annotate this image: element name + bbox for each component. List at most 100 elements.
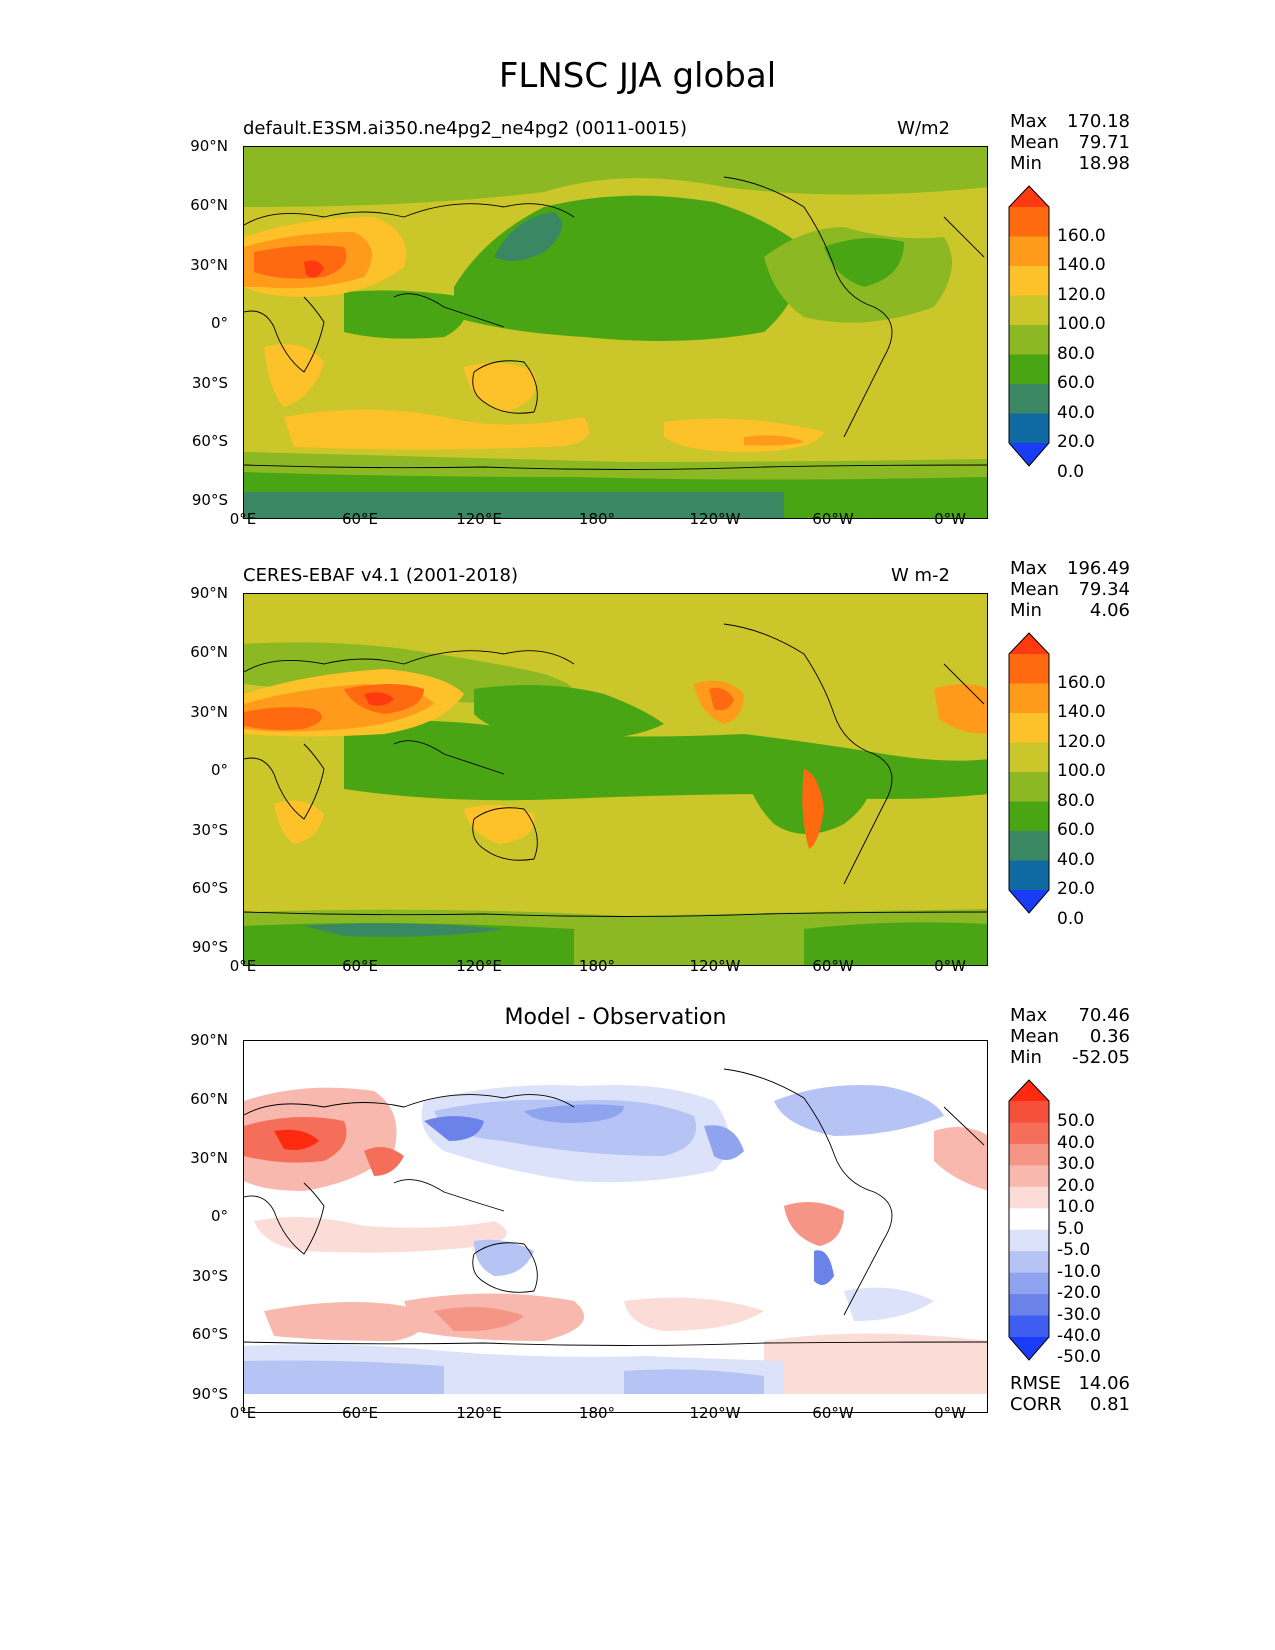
panel1-lat-tick-90n: 90°N xyxy=(190,137,228,155)
panel3-field-europe-max xyxy=(274,1129,319,1150)
panel3-stat-mean-label: Mean xyxy=(1010,1026,1060,1047)
colorbar-segment xyxy=(1009,1122,1049,1145)
colorbar-segment xyxy=(1009,1251,1049,1274)
colorbar-tick-label: 20.0 xyxy=(1057,432,1095,452)
panel3-lon-tick-0e: 0°E xyxy=(229,1404,257,1422)
colorbar-segment xyxy=(1009,1143,1049,1166)
panel2-lat-tick-60s: 60°S xyxy=(191,879,228,897)
panel2-field-arctic xyxy=(244,594,987,630)
panel3-stat-min-label: Min xyxy=(1010,1047,1042,1068)
panel1-stat-max-label: Max xyxy=(1010,111,1048,132)
colorbar-tick-label: 80.0 xyxy=(1057,790,1095,811)
colorbar-tick-label: 5.0 xyxy=(1057,1218,1085,1239)
panel3-lon-tick-120w: 120°W xyxy=(689,1404,741,1422)
colorbar-tick-label: -20.0 xyxy=(1057,1283,1101,1304)
panel1-colorbar xyxy=(1008,185,1050,467)
panel1-field-s-africa xyxy=(264,344,324,407)
panel1-stat-min-value: 18.98 xyxy=(1078,153,1130,174)
panel3-lat-tick-90s: 90°S xyxy=(191,1385,228,1403)
panel1-field-s-pacific-orange xyxy=(744,435,804,446)
colorbar-segment xyxy=(1009,860,1049,891)
panel1-lon-tick-0w: 0°W xyxy=(934,510,966,528)
panel2-field-australia xyxy=(464,805,535,844)
colorbar-segment xyxy=(1009,772,1049,802)
panel2-field-andes-red xyxy=(802,769,824,849)
panel3-lon-tick-0w: 0°W xyxy=(934,1404,966,1422)
colorbar-segment xyxy=(1009,354,1049,385)
colorbar-tick-label: 60.0 xyxy=(1057,820,1095,840)
colorbar-tick-label: -5.0 xyxy=(1057,1240,1091,1261)
panel1-map xyxy=(243,146,988,519)
panel1-field-antarctic-teal xyxy=(244,492,784,518)
panel2-colorbar xyxy=(1008,632,1050,914)
colorbar-tick-label: 0.0 xyxy=(1057,461,1085,482)
panel3-lat-tick-90n: 90°N xyxy=(190,1031,228,1049)
panel2-map-svg xyxy=(244,594,987,965)
panel1-units: W/m2 xyxy=(897,118,950,139)
panel3-corr-value: 0.81 xyxy=(1089,1394,1130,1415)
colorbar-segment xyxy=(1009,295,1049,326)
panel3-stat-min-value: -52.05 xyxy=(1071,1047,1130,1068)
panel3-lon-tick-60w: 60°W xyxy=(812,1404,854,1422)
panel1-lat-tick-30n: 30°N xyxy=(190,256,228,274)
panel1-field-na-green xyxy=(824,238,904,287)
colorbar-extend-top xyxy=(1009,1080,1049,1101)
panel1-stat-mean-value: 79.71 xyxy=(1078,132,1130,153)
panel2-colorbar-labels: 160.0 140.0 120.0 100.0 80.0 60.0 40.0 20.0 0.0 xyxy=(1057,632,1137,929)
panel3-field-antarctic-pos xyxy=(764,1333,987,1394)
panel2-lat-tick-90n: 90°N xyxy=(190,584,228,602)
panel1-field-sahara-red xyxy=(254,245,347,279)
panel1-field-indian-green xyxy=(344,290,467,339)
colorbar-tick-label: 140.0 xyxy=(1057,702,1106,722)
colorbar-tick-label: 40.0 xyxy=(1057,1132,1095,1153)
panel3-rmse-value: 14.06 xyxy=(1078,1373,1130,1394)
colorbar-segment xyxy=(1009,1186,1049,1209)
panel3-map-svg xyxy=(244,1041,987,1394)
panel1-stat-mean-label: Mean xyxy=(1010,132,1060,153)
panel1-field-southern-ocean-yellow xyxy=(284,409,589,450)
panel3-field-s-indian-pos2 xyxy=(434,1307,524,1332)
panel1-lon-tick-120w: 120°W xyxy=(689,510,741,528)
panel3-stat-max-value: 70.46 xyxy=(1078,1005,1130,1026)
panel2-lon-tick-60e: 60°E xyxy=(341,957,379,975)
panel3-field-n-america-neg xyxy=(774,1085,944,1136)
colorbar-tick-label: 30.0 xyxy=(1057,1154,1095,1175)
panel1-field-nw-pacific-teal xyxy=(494,212,562,261)
colorbar-tick-label: 60.0 xyxy=(1057,373,1095,393)
panel3-lat-tick-60s: 60°S xyxy=(191,1325,228,1343)
colorbar-segment xyxy=(1009,207,1049,237)
panel3-field-australia-neg xyxy=(474,1239,534,1276)
colorbar-segment xyxy=(1009,1208,1049,1231)
panel1-field-australia xyxy=(464,363,536,412)
panel1-lon-tick-60w: 60°W xyxy=(812,510,854,528)
panel3-field-antarctic-neg3 xyxy=(624,1369,764,1394)
panel3-field-s-pacific-pos xyxy=(624,1297,764,1331)
panel3-field-amazon-pos xyxy=(784,1202,844,1246)
colorbar-segment xyxy=(1009,266,1049,296)
panel2-field-nw-pacific-green xyxy=(474,685,664,740)
panel2-field-s-africa xyxy=(274,800,324,844)
panel3-field-tropical-pos xyxy=(254,1217,507,1253)
panel1-coastlines xyxy=(244,176,987,470)
colorbar-segment xyxy=(1009,742,1049,773)
colorbar-outline xyxy=(1008,1079,1050,1361)
colorbar-tick-label: -30.0 xyxy=(1057,1304,1101,1325)
panel1-stat-min-label: Min xyxy=(1010,153,1042,174)
colorbar-tick-label: 140.0 xyxy=(1057,255,1106,275)
panel2-stat-min-value: 4.06 xyxy=(1089,600,1130,621)
panel2-lat-tick-30n: 30°N xyxy=(190,703,228,721)
panel2-lon-tick-0e: 0°E xyxy=(229,957,257,975)
panel3-colorbar xyxy=(1008,1079,1050,1361)
colorbar-extend-bottom xyxy=(1009,1337,1049,1360)
colorbar-tick-label: -10.0 xyxy=(1057,1261,1101,1282)
panel3-field-w-africa-pos xyxy=(934,1127,987,1191)
panel3-lon-tick-60e: 60°E xyxy=(341,1404,379,1422)
colorbar-tick-label: 160.0 xyxy=(1057,672,1106,693)
panel1-colorbar-labels: 160.0 140.0 120.0 100.0 80.0 60.0 40.0 20.0 0.0 xyxy=(1057,185,1137,482)
panel2-field-sw-us-red xyxy=(709,687,734,711)
panel1-left-title: default.E3SM.ai350.ne4pg2_ne4pg2 (0011-0… xyxy=(243,118,688,139)
panel2-lat-tick-0: 0° xyxy=(210,761,228,779)
colorbar-segment xyxy=(1009,831,1049,861)
panel2-field-antarctic-mid xyxy=(244,923,574,965)
colorbar-segment xyxy=(1009,1229,1049,1252)
